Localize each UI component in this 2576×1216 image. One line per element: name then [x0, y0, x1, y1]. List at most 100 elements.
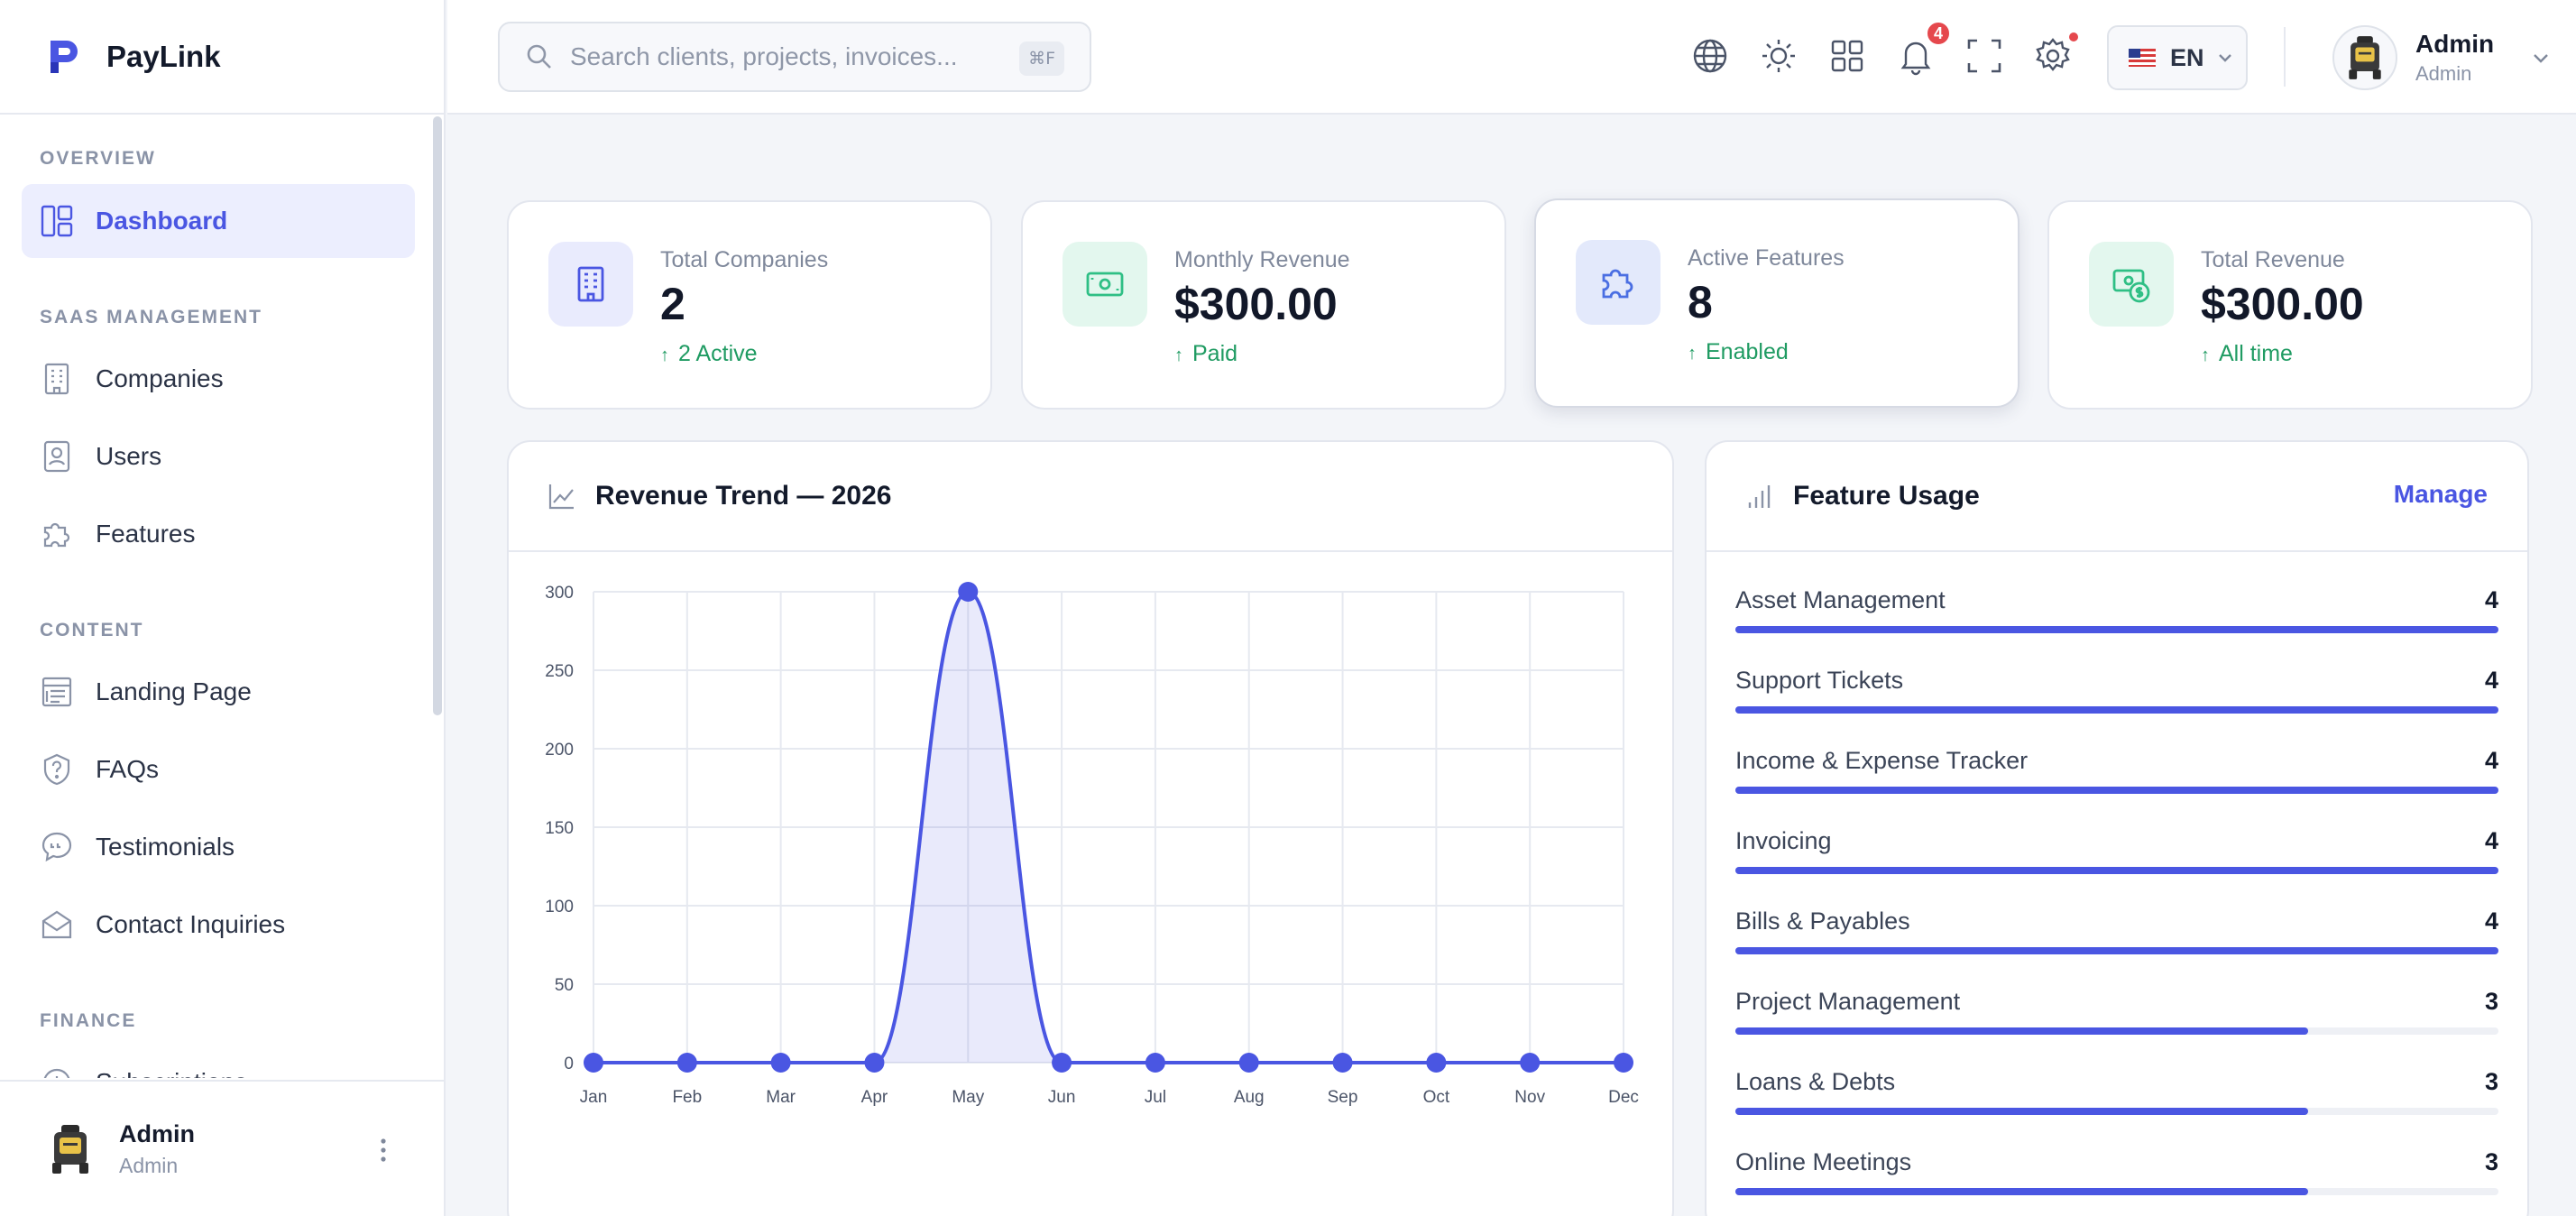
- stat-label: Active Features: [1688, 245, 1845, 271]
- stat-card-total-revenue[interactable]: Total Revenue $300.00 ↑ All time: [2047, 200, 2533, 410]
- line-chart-icon: [548, 484, 574, 510]
- feature-name: Support Tickets: [1735, 667, 1904, 694]
- feature-count: 3: [2484, 988, 2498, 1015]
- data-point: [1145, 1053, 1165, 1073]
- data-point: [1332, 1053, 1353, 1073]
- sidebar-item-contact-inquiries[interactable]: Contact Inquiries: [22, 888, 415, 962]
- stat-value: 2: [660, 279, 685, 329]
- sidebar-user-card[interactable]: Admin Admin: [0, 1080, 444, 1216]
- fullscreen-icon: [1967, 39, 2001, 73]
- notifications-button[interactable]: 4: [1896, 20, 1952, 76]
- us-flag-icon: [2129, 49, 2156, 67]
- stat-icon-box: [548, 242, 633, 327]
- stat-card-monthly-revenue[interactable]: Monthly Revenue $300.00 ↑ Paid: [1021, 200, 1506, 410]
- feature-progress-fill: [1735, 1108, 2308, 1115]
- sidebar-item-faqs[interactable]: FAQs: [22, 732, 415, 806]
- feature-count: 4: [2484, 667, 2498, 694]
- more-vertical-icon[interactable]: [379, 1138, 388, 1163]
- arrow-up-icon: ↑: [660, 345, 669, 365]
- feature-progress-track: [1735, 626, 2498, 633]
- apps-button[interactable]: [1827, 36, 1867, 76]
- paylink-logo-icon: [51, 40, 78, 73]
- stat-subtext: ↑ 2 Active: [660, 341, 758, 367]
- layout-icon: [41, 677, 72, 707]
- data-point: [1520, 1053, 1541, 1073]
- chat-quote-icon: [41, 832, 72, 862]
- search-box[interactable]: ⌘F: [498, 22, 1091, 92]
- brand-name: PayLink: [106, 39, 221, 73]
- globe-button[interactable]: [1690, 36, 1730, 76]
- stat-card-active-features[interactable]: Active Features 8 ↑ Enabled: [1534, 198, 2019, 408]
- feature-name: Asset Management: [1735, 586, 1946, 613]
- data-point: [1238, 1053, 1259, 1073]
- stat-label: Total Companies: [660, 247, 829, 272]
- x-tick-label: Dec: [1608, 1088, 1639, 1107]
- feature-count: 4: [2484, 827, 2498, 854]
- stat-value: $300.00: [2201, 279, 2364, 329]
- feature-count: 3: [2484, 1148, 2498, 1175]
- user-menu[interactable]: Admin Admin: [2332, 20, 2552, 96]
- sidebar-item-testimonials[interactable]: Testimonials: [22, 810, 415, 884]
- apps-grid-icon: [1831, 40, 1863, 72]
- feature-progress-fill: [1735, 626, 2498, 633]
- feature-count: 4: [2484, 907, 2498, 935]
- x-tick-label: Jun: [1048, 1088, 1076, 1107]
- x-tick-label: Aug: [1234, 1088, 1265, 1107]
- sidebar-item-label: Features: [96, 520, 196, 548]
- x-tick-label: Jan: [580, 1088, 608, 1107]
- sidebar-scrollbar[interactable]: [433, 116, 442, 715]
- sidebar-item-users[interactable]: Users: [22, 419, 415, 493]
- arrow-up-icon: ↑: [1174, 345, 1183, 365]
- arrow-up-icon: ↑: [2201, 345, 2210, 365]
- language-label: EN: [2170, 43, 2204, 71]
- brand[interactable]: PayLink: [0, 0, 444, 115]
- sidebar: PayLink OVERVIEW Dashboard SAAS MANAGEME…: [0, 0, 446, 1216]
- data-point: [1426, 1053, 1447, 1073]
- fullscreen-button[interactable]: [1964, 36, 2004, 76]
- sidebar-item-subscriptions[interactable]: Subscriptions: [22, 1046, 415, 1078]
- feature-name: Project Management: [1735, 988, 1961, 1015]
- x-tick-label: Sep: [1328, 1088, 1358, 1107]
- feature-row: Online Meetings 3: [1735, 1148, 2498, 1216]
- stat-subtext-label: All time: [2219, 341, 2293, 366]
- feature-name: Bills & Payables: [1735, 907, 1910, 935]
- search-input[interactable]: [570, 42, 1003, 71]
- stat-subtext: ↑ Enabled: [1688, 339, 1789, 365]
- building-icon: [577, 266, 604, 302]
- feature-progress-track: [1735, 947, 2498, 954]
- sidebar-user-name: Admin: [119, 1119, 195, 1147]
- data-point: [676, 1053, 697, 1073]
- feature-count: 4: [2484, 747, 2498, 774]
- sidebar-item-companies[interactable]: Companies: [22, 342, 415, 416]
- feature-progress-fill: [1735, 1027, 2308, 1035]
- settings-indicator-dot: [2069, 32, 2078, 41]
- theme-toggle-button[interactable]: [1759, 36, 1799, 76]
- sidebar-item-label: Users: [96, 442, 162, 470]
- sidebar-item-features[interactable]: Features: [22, 497, 415, 571]
- stat-subtext: ↑ Paid: [1174, 341, 1237, 367]
- settings-button[interactable]: [2033, 32, 2078, 76]
- nav-section-saas-management: SAAS MANAGEMENT: [40, 307, 263, 327]
- sidebar-item-landing-page[interactable]: Landing Page: [22, 655, 415, 729]
- revenue-chart: 0 50 100 150 200 250 300 Jan Feb Mar Apr May Jun Jul A…: [545, 582, 1639, 1107]
- stat-card-total-companies[interactable]: Total Companies 2 ↑ 2 Active: [507, 200, 992, 410]
- search-icon: [527, 44, 551, 69]
- manage-link[interactable]: Manage: [2393, 480, 2488, 508]
- feature-row: Loans & Debts 3: [1735, 1068, 2498, 1148]
- y-tick-label: 250: [545, 662, 574, 681]
- avatar-robot-icon: [2349, 36, 2381, 79]
- feature-progress-track: [1735, 1108, 2498, 1115]
- feature-row: Income & Expense Tracker 4: [1735, 747, 2498, 827]
- notification-badge: 4: [1925, 20, 1952, 47]
- sidebar-item-dashboard[interactable]: Dashboard: [22, 184, 415, 258]
- nav-section-overview: OVERVIEW: [40, 148, 156, 169]
- avatar: [52, 1124, 88, 1174]
- chevron-down-icon: [2218, 54, 2231, 62]
- language-selector[interactable]: EN: [2107, 25, 2248, 90]
- money-dollar-icon: [2112, 269, 2150, 303]
- puzzle-icon: [43, 522, 70, 548]
- x-tick-label: Apr: [861, 1088, 888, 1107]
- building-icon: [44, 363, 69, 395]
- nav-section-content: CONTENT: [40, 620, 144, 640]
- feature-count: 3: [2484, 1068, 2498, 1095]
